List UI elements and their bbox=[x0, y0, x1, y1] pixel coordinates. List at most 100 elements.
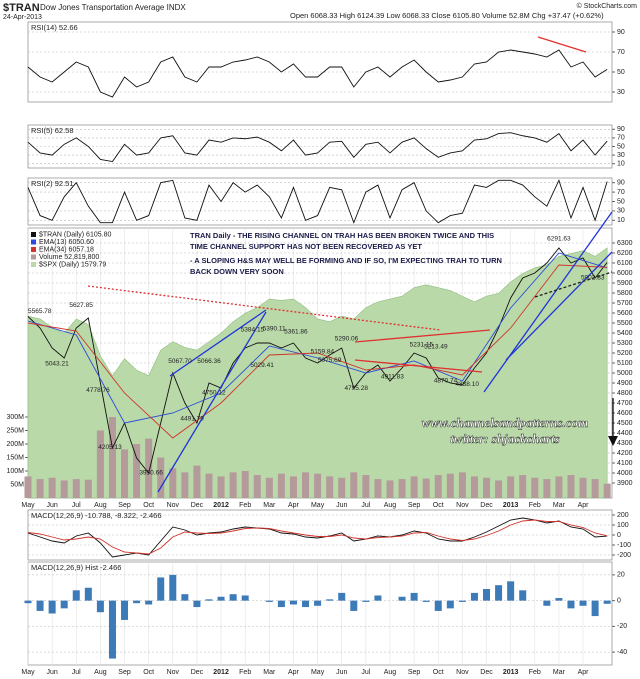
price-label: 5390.11 bbox=[263, 326, 286, 333]
y-tick-label: 90 bbox=[617, 126, 625, 133]
bar bbox=[567, 475, 575, 498]
y-tick-label: 5500 bbox=[617, 320, 633, 327]
bar bbox=[507, 581, 515, 601]
series-line bbox=[27, 519, 608, 555]
bar bbox=[531, 477, 539, 498]
series-area bbox=[27, 247, 608, 499]
x-tick-label: Feb bbox=[239, 669, 251, 676]
y-tick-label: 6100 bbox=[617, 260, 633, 267]
x-tick-label: Oct bbox=[433, 502, 444, 509]
source: © StockCharts.com bbox=[577, 2, 638, 10]
x-tick-label: Feb bbox=[239, 502, 251, 509]
bar bbox=[133, 600, 141, 604]
bar bbox=[483, 589, 491, 601]
bar bbox=[579, 600, 587, 606]
panel-title: RSI(14) 52.66 bbox=[31, 23, 78, 32]
price-label: 6291.63 bbox=[547, 236, 571, 243]
y2-tick-label: 300M bbox=[6, 414, 24, 421]
y-tick-label: 30 bbox=[617, 208, 625, 215]
x-tick-label: May bbox=[21, 502, 35, 509]
legend-entry: EMA(34) 6057.18 bbox=[39, 246, 94, 253]
bar bbox=[410, 476, 418, 498]
price-label: 5565.78 bbox=[28, 308, 52, 315]
y-tick-label: 5000 bbox=[617, 370, 633, 377]
y-tick-label: 6200 bbox=[617, 250, 633, 257]
quote: Open 6068.33 High 6124.39 Low 6068.33 Cl… bbox=[290, 11, 604, 20]
y-tick-label: -100 bbox=[617, 542, 631, 549]
bar bbox=[24, 600, 32, 604]
x-tick-label: Dec bbox=[191, 502, 204, 509]
y-tick-label: 70 bbox=[617, 189, 625, 196]
y2-tick-label: 250M bbox=[6, 427, 24, 434]
price-label: 5361.86 bbox=[284, 329, 308, 336]
x-tick-label: Sep bbox=[408, 502, 421, 509]
bar bbox=[398, 479, 406, 498]
bar bbox=[36, 600, 44, 611]
y-tick-label: 5800 bbox=[617, 290, 633, 297]
trendline bbox=[354, 329, 491, 343]
x-tick-label: Apr bbox=[578, 669, 590, 676]
y-tick-label: -20 bbox=[617, 623, 627, 630]
bar bbox=[72, 590, 80, 601]
watermark: www.channelsandpatterns.com bbox=[422, 415, 588, 430]
bar bbox=[350, 600, 358, 611]
y-tick-label: 30 bbox=[617, 152, 625, 159]
drawn-trendlines bbox=[87, 36, 618, 493]
bar bbox=[121, 600, 129, 620]
legend-swatch bbox=[31, 254, 36, 260]
y-tick-label: 100 bbox=[617, 522, 629, 529]
x-tick-label: 2012 bbox=[213, 502, 229, 509]
bar bbox=[36, 479, 44, 498]
bar bbox=[133, 444, 141, 498]
x-tick-label: 2013 bbox=[503, 669, 519, 676]
annotation: TIME CHANNEL SUPPORT HAS NOT BEEN RECOVE… bbox=[190, 242, 422, 251]
y-tick-label: 4600 bbox=[617, 410, 633, 417]
bar bbox=[519, 475, 527, 498]
price-label: 4911.83 bbox=[381, 374, 404, 381]
price-label: 5159.84 bbox=[311, 349, 335, 356]
channel-line bbox=[505, 251, 613, 361]
arrow-head bbox=[608, 436, 618, 446]
bar bbox=[483, 477, 491, 498]
x-tick-label: Jul bbox=[361, 502, 370, 509]
series-line bbox=[27, 252, 608, 424]
bar bbox=[277, 600, 285, 608]
bar bbox=[60, 480, 68, 498]
bar bbox=[169, 574, 177, 601]
price-label: 5029.41 bbox=[250, 362, 274, 369]
x-tick-label: Nov bbox=[456, 669, 469, 676]
bar bbox=[302, 472, 310, 498]
top-layer: $TRAN Dow Jones Transportation Average I… bbox=[3, 2, 637, 676]
bar bbox=[374, 595, 382, 601]
bar bbox=[362, 475, 370, 498]
x-tick-label: Nov bbox=[167, 502, 180, 509]
x-tick-label: May bbox=[311, 502, 325, 509]
bar bbox=[217, 476, 225, 498]
bar bbox=[96, 600, 104, 613]
y-tick-label: 6000 bbox=[617, 270, 633, 277]
bar bbox=[470, 476, 478, 498]
y-tick-label: 4000 bbox=[617, 470, 633, 477]
bar bbox=[108, 600, 116, 659]
bar bbox=[338, 477, 346, 498]
bar bbox=[217, 596, 225, 601]
price-label: 4795.28 bbox=[344, 385, 368, 392]
bar bbox=[302, 600, 310, 608]
bar bbox=[567, 600, 575, 609]
bar bbox=[374, 479, 382, 498]
legend-entry: $TRAN (Daily) 6105.80 bbox=[39, 231, 111, 238]
bar bbox=[253, 475, 261, 498]
y-tick-label: 5400 bbox=[617, 330, 633, 337]
bar bbox=[72, 479, 80, 498]
y-tick-label: 10 bbox=[617, 161, 625, 168]
rsi-trendline bbox=[537, 36, 587, 53]
trendline bbox=[169, 309, 267, 377]
x-tick-label: Jun bbox=[336, 502, 347, 509]
bar bbox=[314, 473, 322, 498]
y-tick-label: 70 bbox=[617, 49, 625, 56]
y-tick-label: 30 bbox=[617, 89, 625, 96]
y-tick-label: 6300 bbox=[617, 240, 633, 247]
legend-swatch bbox=[31, 239, 36, 245]
x-tick-label: Dec bbox=[191, 669, 204, 676]
x-tick-label: 2013 bbox=[503, 502, 519, 509]
